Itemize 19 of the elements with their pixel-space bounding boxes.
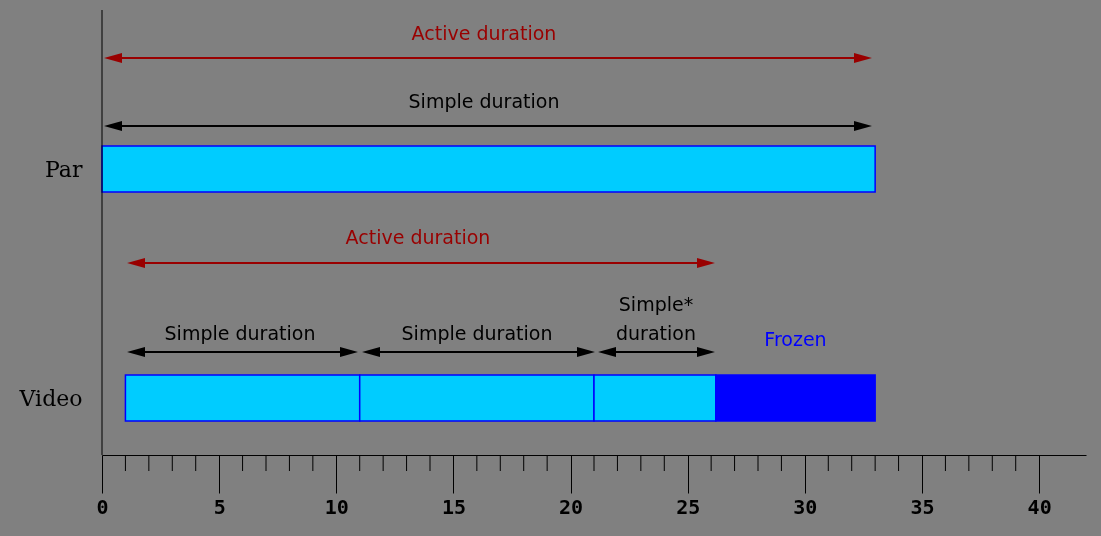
annotation: Simple duration <box>408 90 560 112</box>
x-tick-label: 15 <box>441 494 466 519</box>
y-tick-label: Video <box>18 385 83 411</box>
bar <box>101 145 876 193</box>
x-tick-label: 10 <box>324 494 349 519</box>
x-tick-label: 40 <box>1027 494 1052 519</box>
x-tick-label: 0 <box>96 494 109 519</box>
annotation: Active duration <box>345 226 491 248</box>
x-tick-label: 35 <box>910 494 935 519</box>
x-tick-label: 25 <box>676 494 701 519</box>
annotation: Simple* duration <box>616 293 696 344</box>
series-label: Frozen <box>764 328 827 350</box>
annotation: Simple duration <box>164 322 316 344</box>
y-tick-label: Par <box>45 156 83 182</box>
annotation: Active duration <box>411 22 557 44</box>
x-tick-label: 20 <box>559 494 584 519</box>
annotation: Simple duration <box>401 322 553 344</box>
x-tick-label: 30 <box>793 494 818 519</box>
x-tick-label: 5 <box>213 494 226 519</box>
